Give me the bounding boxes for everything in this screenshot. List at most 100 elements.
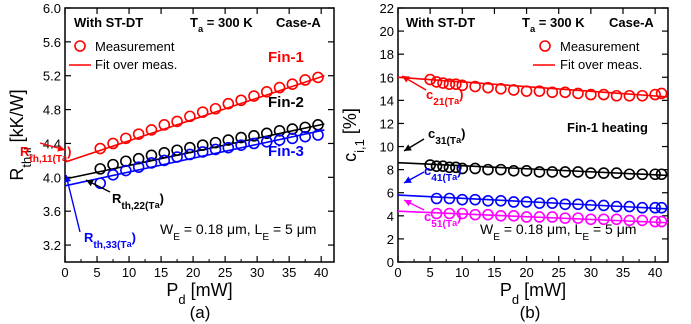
y-axis-title-part: R — [7, 168, 27, 181]
x-tick-label: 30 — [250, 265, 264, 280]
header-right: Case-A — [609, 15, 654, 30]
legend-measurement-part: Measurement — [95, 39, 175, 54]
x-tick-label-part: 15 — [487, 265, 501, 280]
legend-marker-icon — [75, 41, 85, 51]
y-tick-label: 3.2 — [43, 238, 61, 253]
annotation-label-part: 51 — [431, 219, 443, 230]
y-tick-label-part: 4.8 — [43, 103, 61, 118]
y-tick-label-part: 14 — [380, 93, 394, 108]
dimensions-text: WE = 0.18 μm, LE = 5 μm — [160, 221, 316, 243]
annotation-label: c21(Ta) — [426, 87, 463, 108]
y-tick-label-part: 3.2 — [43, 238, 61, 253]
annotation-label-part: 31 — [435, 136, 447, 147]
header-left-part: With ST-DT — [74, 15, 143, 30]
x-tick-label: 35 — [616, 265, 630, 280]
y-tick-label: 22 — [380, 1, 394, 16]
y-tick-label-part: 22 — [380, 1, 394, 16]
legend-fit: Fit over meas. — [95, 57, 177, 72]
x-tick-label: 0 — [61, 265, 68, 280]
x-tick-label-part: 25 — [551, 265, 565, 280]
dimensions-text-part: = 5 μm — [269, 221, 316, 237]
y-tick-label: 4.0 — [43, 170, 61, 185]
y-tick-label-part: 18 — [380, 47, 394, 62]
annotation-label-part: ) — [459, 87, 463, 102]
data-point — [249, 138, 259, 148]
legend-fit: Fit over meas. — [560, 57, 642, 72]
dimensions-text-part: W — [160, 221, 174, 237]
data-point — [534, 167, 544, 177]
legend-measurement: Measurement — [560, 39, 640, 54]
data-point — [432, 194, 442, 204]
header-temperature-part: = 300 K — [535, 15, 585, 30]
annotation: c31(Ta) — [404, 126, 465, 151]
data-point — [300, 132, 310, 142]
y-axis-title-part: [%] — [340, 108, 360, 139]
legend-fit-part: Fit over meas. — [95, 57, 177, 72]
annotation-label-part: 41 — [431, 173, 443, 184]
x-tick-label: 20 — [519, 265, 533, 280]
x-tick-label-part: 10 — [455, 265, 469, 280]
y-tick-label-part: 12 — [380, 116, 394, 131]
y-axis-title: ci,1 [%] — [340, 108, 367, 162]
header-left: With ST-DT — [406, 15, 475, 30]
header-left: With ST-DT — [74, 15, 143, 30]
y-tick-label-part: 3.6 — [43, 204, 61, 219]
data-point — [612, 91, 622, 101]
y-tick-label-part: 10 — [380, 140, 394, 155]
series-fin-2: Fin-2 — [65, 94, 324, 179]
data-point — [522, 86, 532, 96]
y-tick-label: 12 — [380, 116, 394, 131]
x-tick-label: 15 — [487, 265, 501, 280]
data-point — [121, 166, 131, 176]
x-tick-label: 15 — [154, 265, 168, 280]
x-tick-label-part: 30 — [250, 265, 264, 280]
y-tick-label: 6 — [387, 186, 394, 201]
data-point — [522, 166, 532, 176]
legend-marker-icon — [540, 41, 550, 51]
annotation-label-part: ) — [457, 209, 461, 224]
data-point — [108, 138, 118, 148]
y-tick-label-part: 8 — [387, 163, 394, 178]
y-axis-title: Rth,ii [kK/W] — [7, 89, 34, 180]
data-point — [470, 163, 480, 173]
dimensions-text-part: = 0.18 μm, L — [180, 221, 263, 237]
series-label-part: Fin-3 — [268, 143, 304, 160]
annotation-label-part: th,22 — [121, 201, 145, 212]
y-axis-title-part: c — [340, 153, 360, 162]
data-point — [509, 166, 519, 176]
x-axis-title-part: [mW] — [186, 280, 233, 300]
data-point — [287, 124, 297, 134]
y-tick-label-part: 6 — [387, 186, 394, 201]
header-temperature-part: = 300 K — [203, 15, 253, 30]
x-tick-label-part: 40 — [648, 265, 662, 280]
x-axis-title-part: d — [512, 292, 519, 307]
series-c41 — [398, 194, 668, 213]
series-fin-3: Fin-3 — [65, 130, 324, 188]
annotation-label-part: th,33 — [93, 240, 117, 251]
annotation-label-part: c — [426, 87, 433, 102]
x-tick-label-part: 5 — [427, 265, 434, 280]
panel-a: 0 5 10 15 20 25 30 35 403.23.64.04.44.85.25.66.0… — [7, 1, 334, 322]
x-tick-label-part: 20 — [519, 265, 533, 280]
x-tick-label-part: 35 — [282, 265, 296, 280]
x-tick-label: 5 — [427, 265, 434, 280]
annotation-label-part: ) — [132, 230, 136, 245]
x-tick-label-part: 25 — [218, 265, 232, 280]
annotation-label-part: 21 — [433, 97, 445, 108]
note-text-part: Fin-1 heating — [567, 120, 648, 135]
y-tick-label-part: 5.2 — [43, 69, 61, 84]
data-point — [586, 168, 596, 178]
x-tick-label-part: 20 — [186, 265, 200, 280]
annotation: Rth,22(Ta) — [86, 180, 164, 212]
x-tick-label: 25 — [551, 265, 565, 280]
x-tick-label: 5 — [93, 265, 100, 280]
legend-measurement-part: Measurement — [560, 39, 640, 54]
y-axis-title-part: [kK/W] — [7, 89, 27, 147]
data-point — [560, 167, 570, 177]
series-label-part: Fin-1 — [268, 49, 304, 66]
annotation-label: Rth,22(Ta) — [112, 191, 164, 212]
y-tick-label-part: 2 — [387, 232, 394, 247]
y-tick-label: 10 — [380, 140, 394, 155]
data-point — [483, 165, 493, 175]
panel-label-part: (b) — [520, 303, 541, 322]
